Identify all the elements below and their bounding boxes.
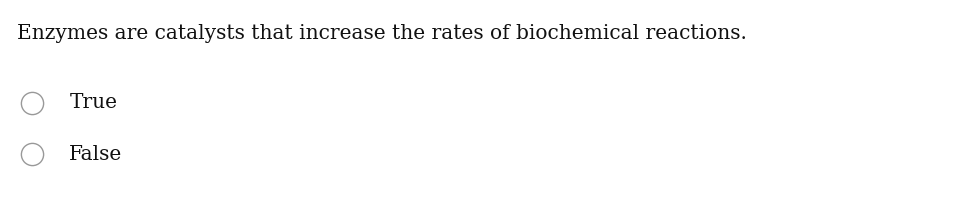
Text: True: True [69,93,117,112]
Text: Enzymes are catalysts that increase the rates of biochemical reactions.: Enzymes are catalysts that increase the … [17,24,747,43]
Text: False: False [69,145,122,164]
